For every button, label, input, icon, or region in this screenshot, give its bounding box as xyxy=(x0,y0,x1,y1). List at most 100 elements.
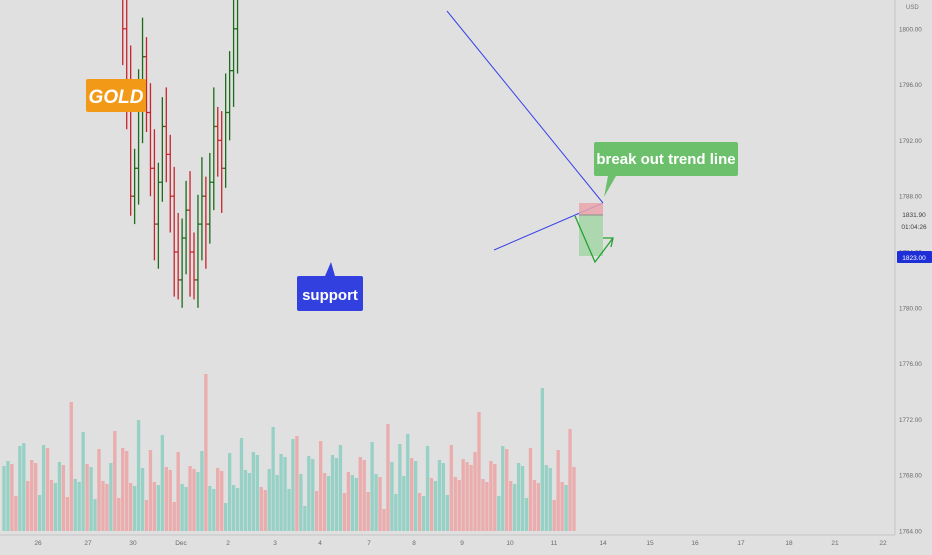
volume-bar xyxy=(564,485,568,531)
price-bar xyxy=(152,129,157,261)
volume-bar xyxy=(85,464,89,531)
price-tick-label: 1780.00 xyxy=(899,305,922,312)
volume-bar xyxy=(417,493,422,531)
volume-bar xyxy=(497,496,501,531)
price-bar xyxy=(199,157,204,261)
price-bar xyxy=(176,212,181,300)
volume-bar xyxy=(572,467,576,531)
volume-bar xyxy=(156,485,161,531)
symbol-badge xyxy=(86,79,146,112)
volume-bar xyxy=(65,497,69,531)
volume-bar xyxy=(235,488,240,531)
volume-bar xyxy=(271,427,275,531)
volume-bar xyxy=(512,484,517,531)
price-tick-label: 1788.00 xyxy=(899,194,922,201)
volume-bar xyxy=(560,482,564,531)
volume-bar xyxy=(366,492,370,531)
volume-bar xyxy=(97,449,101,531)
time-tick-label: 8 xyxy=(412,540,416,547)
price-bar xyxy=(223,73,228,188)
breakout-callout xyxy=(594,142,738,197)
volume-bar xyxy=(45,448,50,531)
volume-bar xyxy=(26,481,30,531)
volume-bar xyxy=(73,479,77,531)
volume-bar xyxy=(263,490,267,531)
volume-bar xyxy=(295,436,299,531)
volume-bar xyxy=(449,445,453,531)
volume-bar xyxy=(556,450,560,531)
volume-bar xyxy=(303,506,307,531)
volume-bar xyxy=(2,466,6,531)
volume-bar xyxy=(457,480,461,531)
volume-bar xyxy=(402,476,406,531)
volume-bar xyxy=(164,467,168,531)
time-tick-label: 2 xyxy=(226,540,230,547)
volume-bar xyxy=(188,466,192,531)
time-tick-label: 11 xyxy=(551,540,558,547)
volume-bar xyxy=(113,431,117,531)
volume-bar xyxy=(354,478,358,531)
volume-bar xyxy=(148,450,153,531)
volume-bar xyxy=(109,463,113,531)
breakout-callout-text: break out trend line xyxy=(596,151,735,168)
time-tick-label: 21 xyxy=(831,540,839,547)
time-tick-label: 18 xyxy=(785,540,793,547)
volume-bar xyxy=(536,483,541,531)
volume-bar xyxy=(129,483,133,531)
volume-bar xyxy=(287,489,291,531)
price-bar xyxy=(192,232,196,300)
volume-bar xyxy=(6,461,10,531)
volume-bar xyxy=(231,485,236,531)
time-tick-label: 4 xyxy=(318,540,322,547)
volume-bar xyxy=(481,479,485,531)
volume-bar xyxy=(41,445,46,531)
price-bar xyxy=(215,106,220,177)
time-tick-label: 9 xyxy=(460,540,464,547)
volume-bar xyxy=(485,482,489,531)
volume-bar xyxy=(315,491,319,531)
price-tick-label: 1764.00 xyxy=(899,529,922,536)
volume-bar xyxy=(437,460,442,531)
volume-bar xyxy=(30,460,34,531)
volume-bar xyxy=(259,487,263,531)
volume-bar xyxy=(275,475,279,531)
volume-bar xyxy=(322,473,327,531)
volume-bar xyxy=(445,495,449,531)
currency-label: USD xyxy=(906,5,919,11)
volume-bar xyxy=(524,498,529,531)
volume-bars xyxy=(2,374,576,531)
price-tick-label: 1768.00 xyxy=(899,473,922,480)
volume-bar xyxy=(378,477,382,531)
volume-bar xyxy=(212,489,216,531)
volume-bar xyxy=(516,463,521,531)
volume-bar xyxy=(14,496,18,531)
volume-bar xyxy=(386,424,390,531)
volume-bar xyxy=(176,452,180,531)
volume-bar xyxy=(319,441,323,531)
volume-bar xyxy=(196,472,200,531)
volume-bar xyxy=(532,480,537,531)
volume-bar xyxy=(220,471,224,531)
volume-bar xyxy=(125,451,129,531)
volume-bar xyxy=(552,500,556,531)
volume-bar xyxy=(69,402,73,531)
volume-bar xyxy=(540,388,544,531)
volume-bar xyxy=(208,486,212,531)
volume-bar xyxy=(307,456,311,531)
volume-bar xyxy=(279,454,283,531)
risk-zone xyxy=(579,203,603,215)
volume-bar xyxy=(410,458,414,531)
volume-bar xyxy=(172,502,176,531)
time-tick-label: 3 xyxy=(273,540,277,547)
time-tick-label: 27 xyxy=(84,540,92,547)
time-tick-label: 15 xyxy=(646,540,654,547)
volume-bar xyxy=(77,482,81,531)
volume-bar xyxy=(330,455,335,531)
volume-bar xyxy=(465,462,469,531)
volume-bar xyxy=(192,469,196,531)
last-price-tag xyxy=(897,208,932,220)
price-bar xyxy=(148,83,153,197)
volume-bar xyxy=(568,429,572,531)
price-bar xyxy=(144,37,149,133)
